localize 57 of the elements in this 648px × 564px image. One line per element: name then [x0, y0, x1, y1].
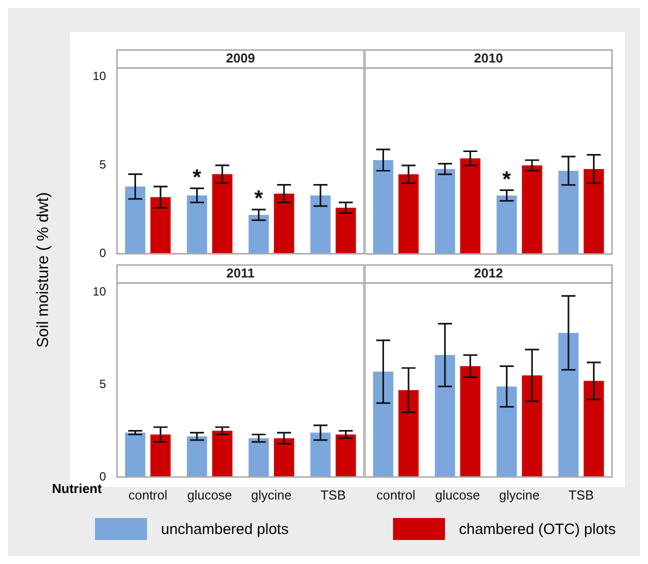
chart-title: 2012: [474, 266, 503, 281]
bar: [522, 165, 542, 254]
bar: [248, 438, 269, 477]
bar: [434, 168, 456, 254]
bar: [310, 432, 331, 477]
bar: [460, 366, 480, 477]
annotation: *: [254, 186, 264, 211]
bar: [336, 208, 356, 254]
y-axis-title: Soil moisture ( % dwt): [35, 192, 53, 348]
annotation: *: [502, 166, 512, 192]
bar: [558, 170, 579, 254]
bar: [398, 390, 419, 477]
bar: [336, 434, 356, 477]
bar: [212, 174, 232, 254]
bar: [373, 372, 394, 477]
y-tick-label: 0: [99, 469, 106, 484]
x-tick-label: TSB: [568, 487, 594, 502]
chart-title: 2011: [226, 266, 255, 281]
bar: [558, 332, 579, 477]
bar: [212, 430, 232, 477]
x-tick-label: glycine: [499, 487, 540, 502]
bar: [398, 174, 419, 254]
bar: [186, 195, 208, 254]
bar: [125, 186, 146, 254]
x-tick-label: glucose: [187, 487, 232, 502]
chart-title: 2009: [226, 50, 255, 66]
bar: [584, 168, 604, 254]
bar: [274, 438, 294, 477]
y-tick-label: 5: [99, 376, 106, 391]
bar: [248, 214, 269, 254]
bar: [373, 160, 394, 254]
bar: [496, 196, 517, 254]
bar: [274, 194, 294, 254]
x-tick-label: glycine: [251, 487, 292, 502]
bar: [150, 434, 171, 477]
bar: [522, 375, 542, 477]
y-tick-label: 10: [92, 69, 106, 84]
chart-title: 2010: [474, 50, 503, 66]
bar: [496, 386, 517, 477]
legend-label: chambered (OTC) plots: [459, 520, 616, 538]
legend-label: unchambered plots: [161, 520, 289, 538]
x-axis-title: Nutrient: [52, 481, 102, 496]
y-tick-label: 0: [99, 246, 106, 260]
x-tick-label: glucose: [435, 487, 480, 502]
y-tick-label: 10: [92, 284, 106, 299]
x-tick-label: control: [376, 487, 416, 502]
bar: [434, 355, 456, 477]
y-tick-label: 5: [99, 158, 106, 172]
bar: [460, 158, 480, 254]
bar: [125, 432, 146, 477]
x-tick-label: control: [128, 487, 168, 502]
bar: [310, 195, 331, 254]
bar: [186, 436, 208, 477]
annotation: *: [192, 164, 202, 190]
x-tick-label: TSB: [320, 487, 346, 502]
bar: [150, 197, 171, 254]
bar: [584, 380, 604, 477]
